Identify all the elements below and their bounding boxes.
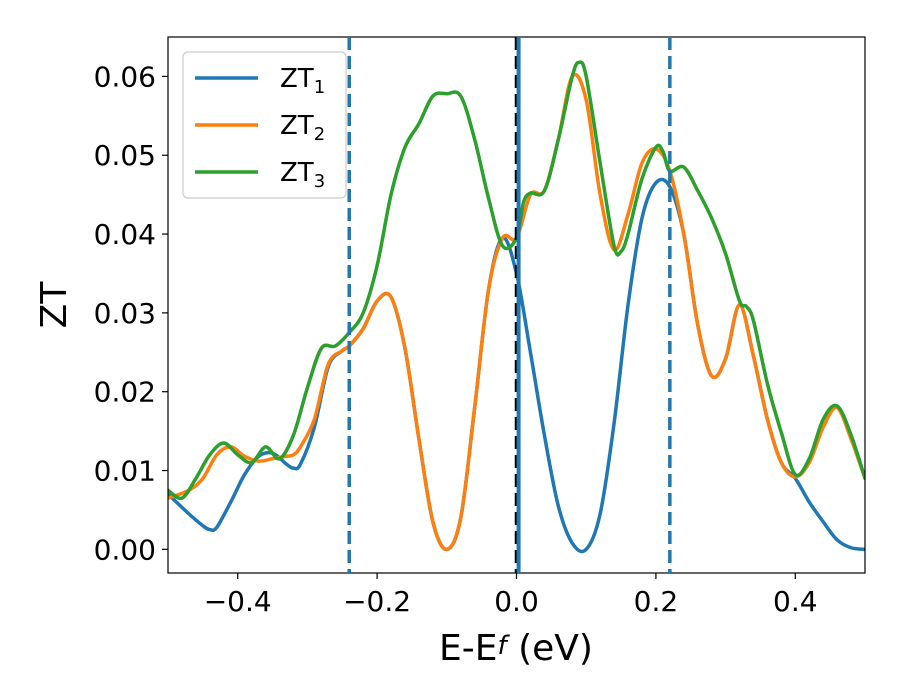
x-tick-label: 0.4 [773,585,818,618]
legend-label-zt1: ZT1 [280,64,325,98]
y-tick-label: 0.01 [94,455,156,488]
legend-label-main: ZT [280,64,314,94]
y-tick-label: 0.04 [94,218,156,251]
legend-label-zt2: ZT2 [280,111,325,145]
x-axis-title-main: E-E [439,628,497,669]
legend-box [182,51,347,199]
series-lines [168,60,865,554]
legend-label-main: ZT [280,111,314,141]
y-axis-ticks: 0.00 0.01 0.02 0.03 0.04 0.05 0.06 [94,60,168,566]
x-axis-ticks: −0.4 −0.2 0.0 0.2 0.4 [204,573,818,618]
x-tick-label: −0.4 [204,585,272,618]
legend-label-zt3: ZT3 [280,158,325,192]
y-tick-label: 0.05 [94,139,156,172]
x-tick-label: −0.2 [343,585,411,618]
x-axis-title-unit: (eV) [507,628,593,669]
x-axis-title: E-Ef (eV) [439,628,593,669]
series-line-zt3 [168,60,865,501]
legend-label-sub: 1 [314,77,325,98]
x-tick-label: 0.0 [494,585,539,618]
y-axis-title: ZT [34,281,75,329]
legend-label-sub: 3 [314,171,325,192]
legend-label-main: ZT [280,158,314,188]
x-tick-label: 0.2 [634,585,679,618]
reference-lines [347,37,672,573]
legend-label-sub: 2 [314,124,325,145]
series-line-zt2 [168,72,865,552]
y-tick-label: 0.00 [94,533,156,566]
y-tick-label: 0.03 [94,297,156,330]
y-tick-label: 0.06 [94,60,156,93]
y-tick-label: 0.02 [94,376,156,409]
